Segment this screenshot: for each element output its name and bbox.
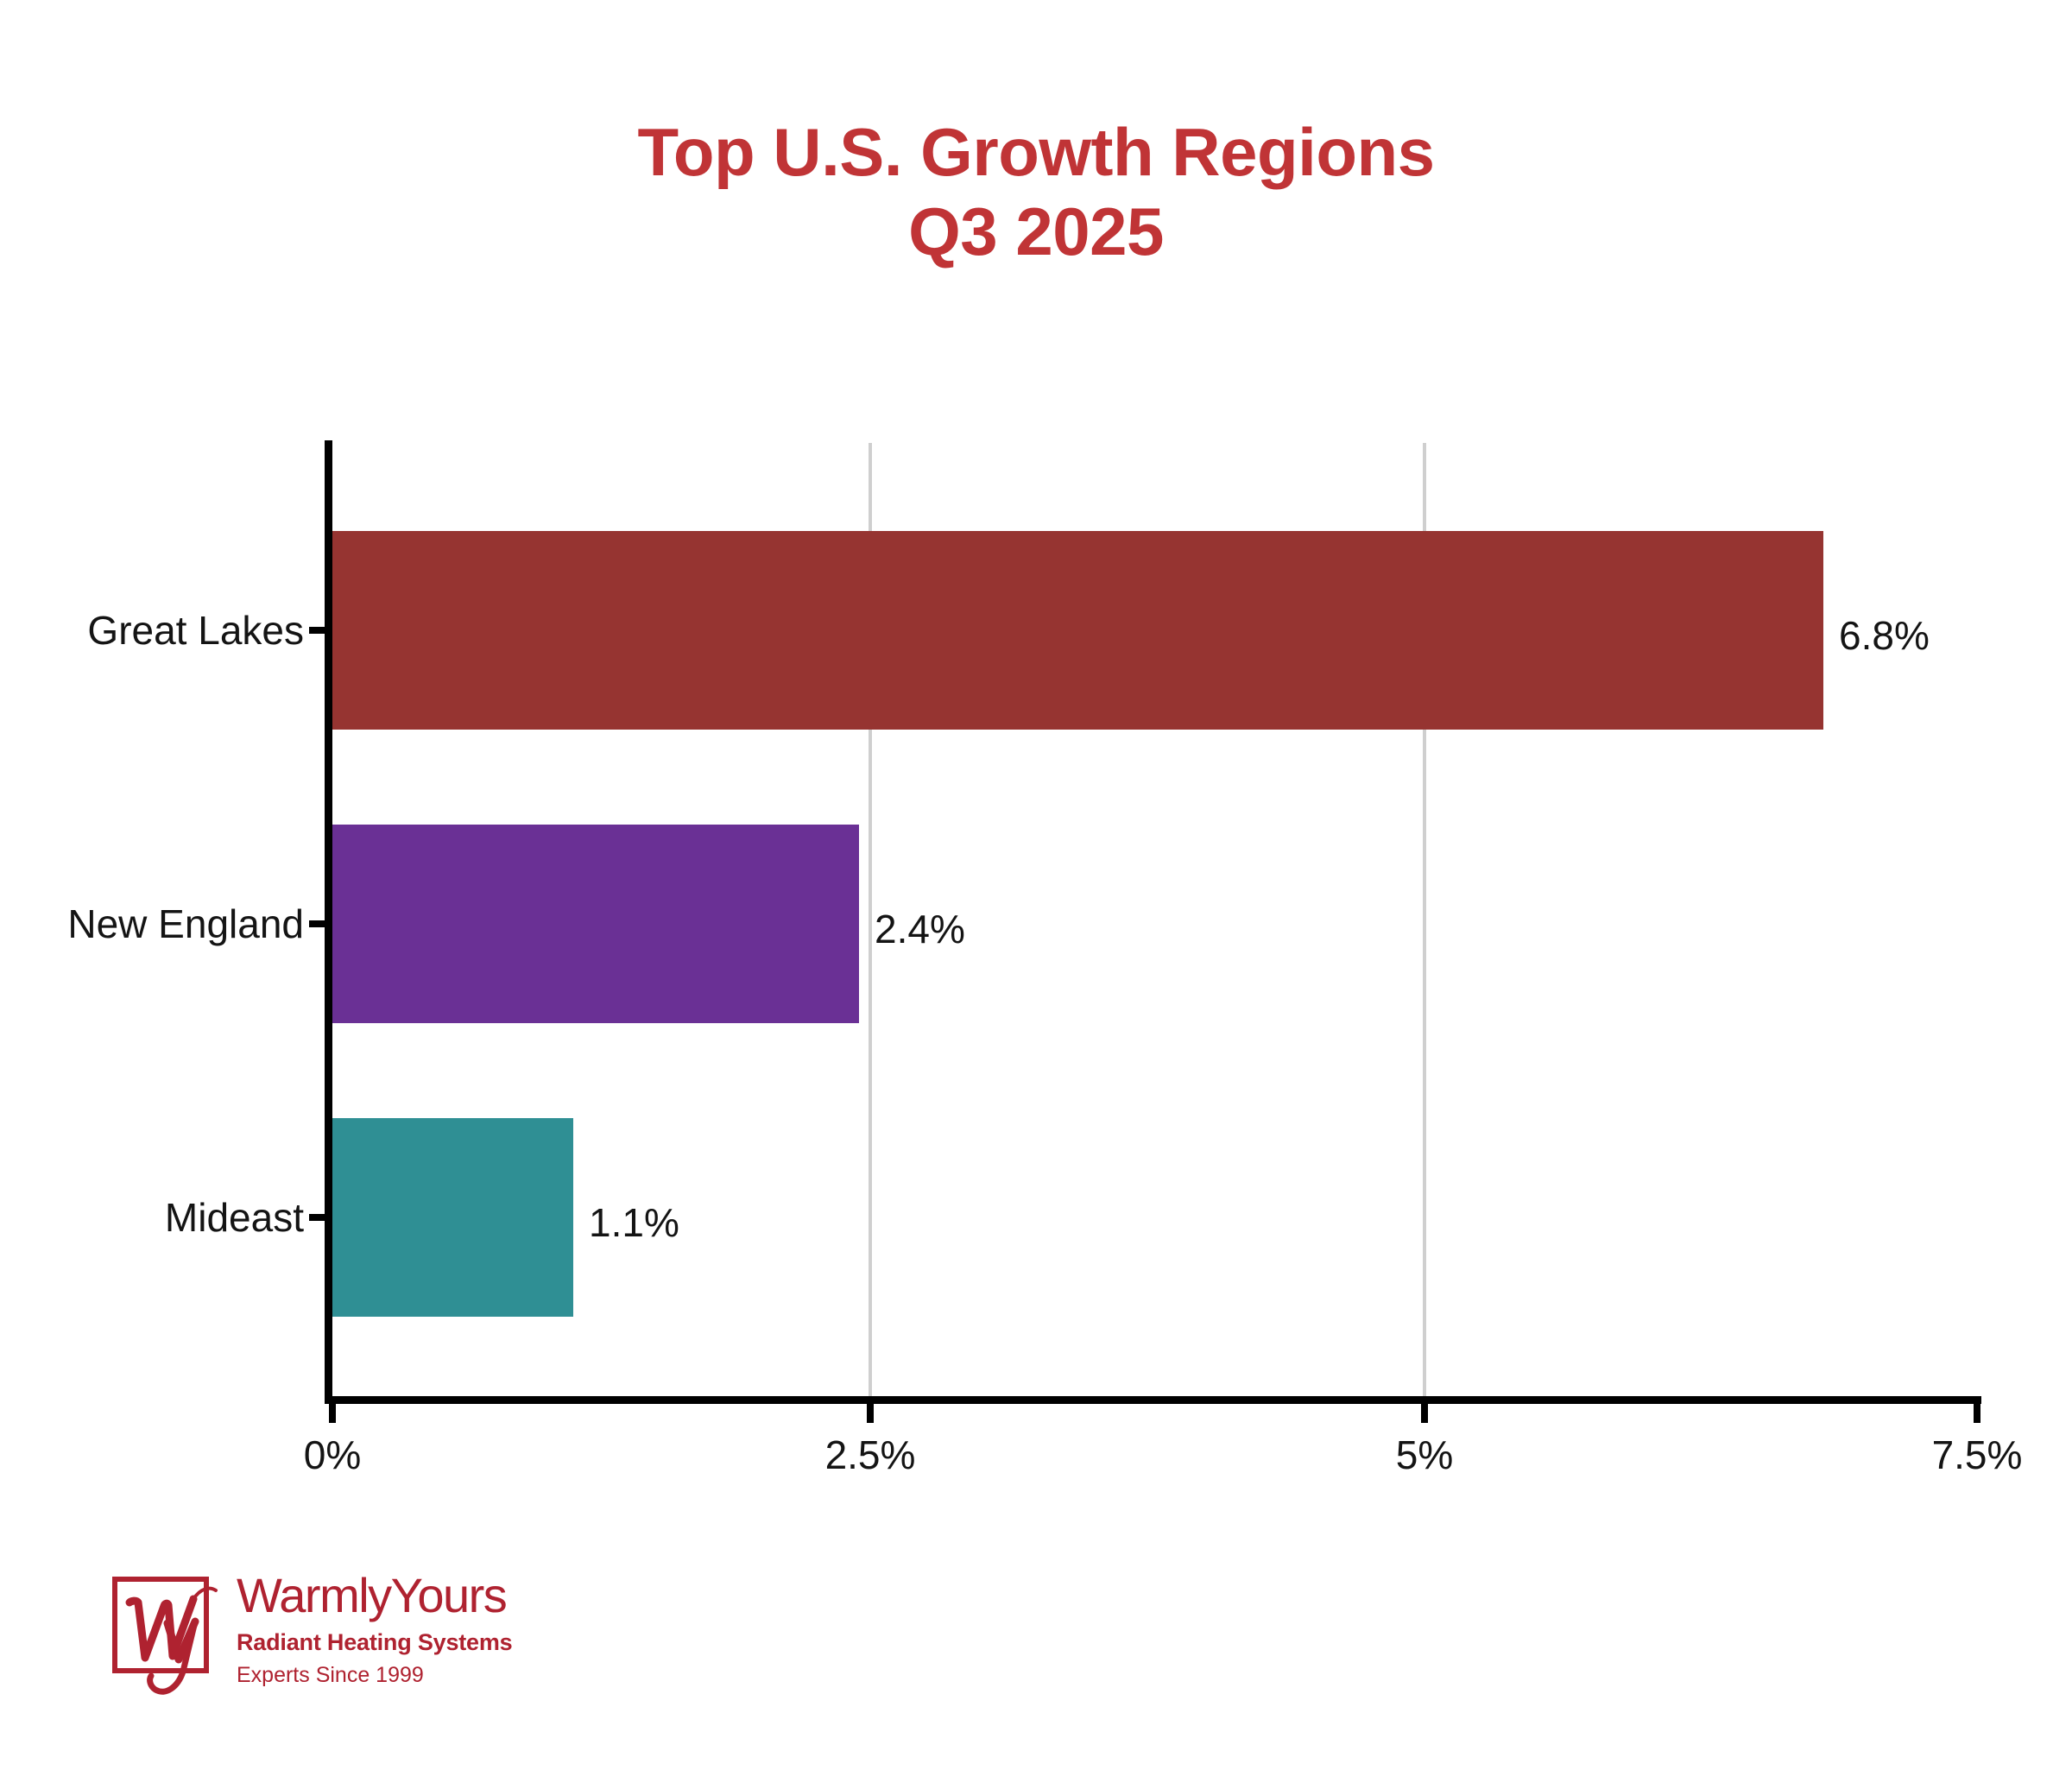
x-axis-label-5: 5% <box>1395 1432 1454 1477</box>
plot-area: 6.8% 2.4% 1.1% <box>332 443 1977 1400</box>
y-axis-label-great-lakes: Great Lakes <box>87 608 304 653</box>
bar-value-great-lakes: 6.8% <box>1839 613 1930 658</box>
bar-value-new-england: 2.4% <box>875 907 965 951</box>
x-axis-label-7-5: 7.5% <box>1931 1432 2023 1477</box>
logo-tagline: Radiant Heating Systems <box>237 1629 513 1655</box>
x-axis-label-2-5: 2.5% <box>824 1432 916 1477</box>
bar-new-england[interactable] <box>332 825 859 1023</box>
bar-great-lakes[interactable] <box>332 531 1823 730</box>
x-tick-0 <box>329 1404 336 1423</box>
y-tick-new-england <box>309 920 325 927</box>
y-axis-label-new-england: New England <box>67 901 304 946</box>
gridline-5-percent <box>1423 443 1426 1400</box>
page-title: Top U.S. Growth Regions Q3 2025 <box>0 112 2072 271</box>
page-title-line-2: Q3 2025 <box>908 193 1164 270</box>
x-axis-spine <box>325 1396 1981 1404</box>
y-tick-mideast <box>309 1214 325 1221</box>
bar-mideast[interactable] <box>332 1118 573 1317</box>
warmlyyours-logo: WarmlyYours Radiant Heating Systems Expe… <box>111 1570 513 1699</box>
y-axis-label-mideast: Mideast <box>164 1195 304 1240</box>
x-tick-7-5 <box>1974 1404 1980 1423</box>
logo-subtitle: Experts Since 1999 <box>237 1663 424 1687</box>
bar-value-mideast: 1.1% <box>589 1200 679 1245</box>
logo-text-block: WarmlyYours Radiant Heating Systems Expe… <box>237 1571 513 1686</box>
x-tick-5 <box>1421 1404 1428 1423</box>
y-axis-spine <box>325 440 332 1403</box>
x-axis-label-0: 0% <box>303 1432 362 1477</box>
page-title-line-1: Top U.S. Growth Regions <box>637 114 1435 190</box>
y-tick-great-lakes <box>309 627 325 634</box>
logo-wordmark: WarmlyYours <box>237 1568 508 1622</box>
wy-monogram-icon <box>111 1570 223 1695</box>
x-tick-2-5 <box>867 1404 874 1423</box>
gridline-2-5-percent <box>869 443 872 1400</box>
